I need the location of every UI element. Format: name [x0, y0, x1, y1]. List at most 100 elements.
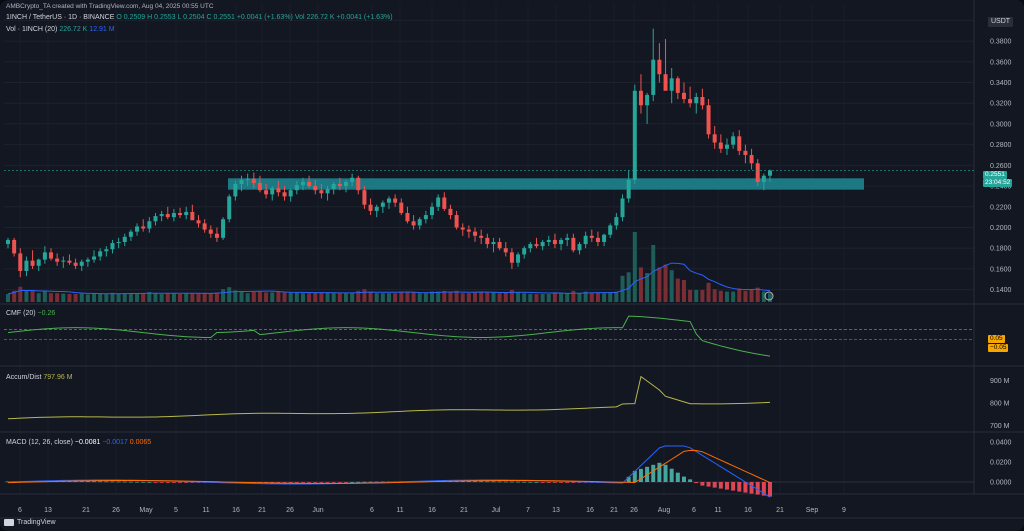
volume-bar	[700, 290, 705, 302]
macd-histogram-bar	[681, 476, 686, 482]
ad-tick-label: 700 M	[990, 423, 1010, 430]
time-tick-label: Sep	[806, 507, 819, 514]
macd-histogram-bar	[509, 481, 514, 483]
candle-body	[264, 190, 269, 195]
candle-body	[688, 99, 693, 104]
vol-ma-label[interactable]: Vol · 1INCH (20)	[6, 26, 58, 33]
volume-bar	[485, 292, 490, 302]
macd-histogram-bar	[319, 482, 324, 483]
cmf-label[interactable]: CMF (20)	[6, 310, 36, 317]
macd-histogram-bar	[122, 481, 127, 483]
currency-badge[interactable]: USDT	[988, 17, 1014, 27]
candle-body	[694, 97, 699, 104]
candle-body	[405, 213, 410, 222]
volume-bar	[18, 286, 23, 302]
macd-histogram-bar	[761, 482, 766, 496]
candle-body	[202, 223, 207, 230]
macd-histogram-bar	[79, 481, 84, 483]
candle-body	[178, 213, 183, 216]
macd-histogram-bar	[466, 481, 471, 483]
candle-body	[239, 179, 244, 184]
open-value: O 0.2509	[116, 14, 146, 21]
volume-bar	[214, 292, 219, 302]
volume-bar	[184, 293, 189, 302]
tradingview-logo[interactable]: TradingView	[4, 519, 56, 526]
candle-body	[632, 90, 637, 180]
volume-bar	[49, 293, 54, 302]
macd-histogram-bar	[657, 462, 662, 482]
candle-body	[67, 260, 72, 263]
macd-histogram-bar	[73, 481, 78, 482]
volume-bar	[122, 293, 127, 302]
volume-bar	[36, 293, 41, 302]
macd-histogram-bar	[565, 482, 570, 483]
candle-body	[761, 175, 766, 182]
volume-bar	[473, 292, 478, 302]
volume-bar	[466, 293, 471, 302]
accum-label[interactable]: Accum/Dist	[6, 374, 42, 381]
cmf-value: −0.26	[37, 310, 56, 317]
support-zone	[228, 178, 864, 190]
candle-body	[147, 221, 152, 229]
time-tick-label: 21	[776, 507, 784, 514]
volume-bar	[227, 287, 232, 302]
candle-body	[24, 260, 29, 271]
candle-body	[270, 188, 275, 195]
volume-bar	[30, 290, 35, 302]
volume-bar	[153, 293, 158, 302]
volume-bar	[128, 293, 133, 302]
volume-bar	[24, 290, 29, 302]
candle-body	[350, 177, 355, 182]
price-tick-label: 0.3600	[990, 59, 1012, 66]
time-tick-label: 21	[610, 507, 618, 514]
symbol-title[interactable]: 1INCH / TetherUS · 1D · BINANCE	[6, 14, 115, 21]
candle-body	[399, 202, 404, 213]
candle-body	[718, 142, 723, 149]
accum-legend: Accum/Dist 797.96 M	[6, 373, 73, 382]
macd-histogram-bar	[171, 482, 176, 483]
macd-histogram-bar	[724, 482, 729, 490]
volume-bar	[208, 293, 213, 302]
volume-bar	[669, 270, 674, 302]
time-tick-label: 11	[202, 507, 209, 514]
candle-body	[626, 179, 631, 199]
macd-histogram-bar	[712, 482, 717, 488]
volume-bar	[509, 290, 514, 302]
macd-histogram-bar	[552, 482, 557, 483]
candle-body	[73, 262, 78, 266]
candle-body	[448, 208, 453, 216]
candle-body	[436, 197, 441, 207]
macd-histogram-bar	[737, 482, 742, 492]
volume-bar	[350, 293, 355, 302]
time-tick-label: 11	[714, 507, 721, 514]
macd-label[interactable]: MACD (12, 26, close)	[6, 439, 73, 446]
candle-body	[681, 92, 686, 100]
volume-bar	[540, 294, 545, 302]
time-tick-label: 26	[286, 507, 294, 514]
macd-histogram-bar	[731, 482, 736, 491]
volume-bar	[718, 290, 723, 302]
volume-bar	[300, 293, 305, 302]
macd-histogram-bar	[178, 482, 183, 483]
macd-histogram-bar	[128, 481, 133, 483]
candle-body	[104, 249, 109, 252]
low-value: L 0.2504	[177, 14, 205, 21]
candle-body	[497, 242, 502, 249]
macd-histogram-bar	[141, 481, 146, 483]
candle-body	[712, 134, 717, 143]
candle-body	[343, 181, 348, 187]
volume-bar	[288, 292, 293, 302]
candle-body	[509, 252, 514, 263]
volume-bar	[343, 293, 348, 302]
volume-bar	[196, 293, 201, 302]
symbol-legend: 1INCH / TetherUS · 1D · BINANCE O 0.2509…	[6, 13, 393, 22]
macd-value2: −0.0017	[102, 439, 128, 446]
candle-body	[442, 197, 447, 209]
volume-bar	[755, 287, 760, 302]
volume-bar	[307, 293, 312, 302]
volume-bar	[55, 293, 60, 302]
candle-body	[731, 136, 736, 145]
volume-bar	[448, 292, 453, 302]
